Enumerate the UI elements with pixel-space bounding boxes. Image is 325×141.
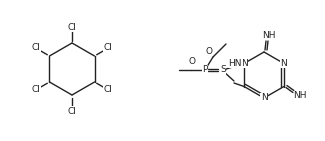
Text: Cl: Cl xyxy=(31,44,40,52)
Text: Cl: Cl xyxy=(31,85,40,94)
Text: Cl: Cl xyxy=(68,23,76,31)
Text: N: N xyxy=(241,59,247,68)
Text: P: P xyxy=(202,66,208,74)
Text: HN: HN xyxy=(228,59,242,68)
Text: O: O xyxy=(188,57,196,66)
Text: N: N xyxy=(261,93,267,103)
Text: N: N xyxy=(280,59,287,68)
Text: O: O xyxy=(205,47,212,56)
Text: Cl: Cl xyxy=(68,106,76,115)
Text: NH: NH xyxy=(293,91,307,100)
Text: NH: NH xyxy=(262,31,276,40)
Text: Cl: Cl xyxy=(104,85,113,94)
Text: Cl: Cl xyxy=(104,44,113,52)
Text: S: S xyxy=(220,66,226,74)
